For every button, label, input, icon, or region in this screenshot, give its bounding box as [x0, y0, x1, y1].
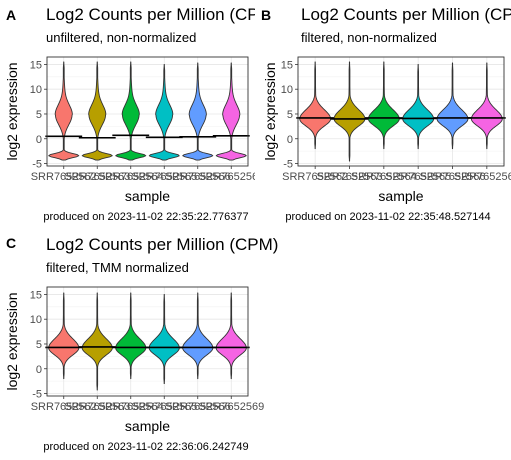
y-axis-label: log2 expression — [4, 62, 20, 160]
violin-SRR7652562 — [299, 61, 332, 150]
plot-caption: produced on 2023-11-02 22:35:48.527144 — [285, 211, 490, 223]
x-tick-label-SRR7652562: SRR7652562 — [31, 171, 97, 183]
violin-SRR7652565 — [402, 63, 435, 150]
y-tick-label: 15 — [30, 289, 42, 301]
x-tick-label-SRR7652563: SRR7652563 — [64, 401, 130, 413]
y-tick-label: -5 — [32, 389, 42, 401]
chart-subtitle: unfiltered, non-normalized — [46, 30, 196, 45]
x-tick-label-SRR7652565: SRR7652565 — [131, 171, 197, 183]
x-tick-label-SRR7652566: SRR7652566 — [165, 401, 231, 413]
x-tick-label-SRR7652564: SRR7652564 — [98, 401, 164, 413]
y-tick-label: 10 — [30, 84, 42, 96]
x-axis-label: sample — [125, 188, 170, 204]
x-tick-label-SRR7652565: SRR7652565 — [385, 171, 451, 183]
y-tick-label: 15 — [281, 59, 293, 71]
chart-title: Log2 Counts per Million (CPM) — [301, 5, 511, 24]
plot-border — [297, 56, 505, 167]
violin-SRR7652564 — [115, 292, 147, 380]
chart-subtitle: filtered, TMM normalized — [46, 260, 189, 275]
violin-SRR7652562 — [48, 61, 80, 161]
x-tick-label-SRR7652563: SRR7652563 — [64, 171, 130, 183]
panel-tag: B — [261, 7, 271, 23]
y-tick-label: 0 — [287, 134, 293, 146]
x-tick-label-SRR7652566: SRR7652566 — [165, 171, 231, 183]
y-tick-label: 10 — [281, 84, 293, 96]
y-tick-label: -5 — [283, 159, 293, 171]
y-axis-label: log2 expression — [262, 62, 278, 160]
violin-SRR7652564 — [115, 61, 147, 161]
violin-SRR7652562 — [48, 292, 80, 380]
chart-subtitle: filtered, non-normalized — [301, 30, 437, 45]
x-tick-label-SRR7652566: SRR7652566 — [419, 171, 485, 183]
plot-border — [46, 286, 249, 397]
violin-SRR7652566 — [182, 62, 214, 161]
violin-SRR7652566 — [436, 62, 469, 150]
panel-A: A Log2 Counts per Million (CPM) unfiltered… — [4, 5, 278, 223]
panel-tag: C — [6, 235, 16, 251]
plot-border — [46, 56, 249, 167]
y-tick-label: 10 — [30, 314, 42, 326]
plot-caption: produced on 2023-11-02 22:36:06.242749 — [43, 441, 248, 453]
violin-SRR7652565 — [148, 293, 180, 385]
y-tick-label: 0 — [36, 134, 42, 146]
y-tick-label: 5 — [287, 109, 293, 121]
panel-tag: A — [6, 7, 16, 23]
x-tick-label-SRR7652562: SRR7652562 — [31, 401, 97, 413]
plot-area — [47, 287, 248, 396]
x-tick-label-SRR7652569: SRR7652569 — [198, 171, 264, 183]
violin-SRR7652565 — [148, 63, 180, 161]
y-tick-label: 5 — [36, 339, 42, 351]
panel-B: B Log2 Counts per Million (CPM) filtered, … — [261, 5, 511, 223]
violin-SRR7652564 — [367, 61, 400, 150]
y-tick-label: 15 — [30, 59, 42, 71]
panel-C: C Log2 Counts per Million (CPM) filtered, … — [4, 235, 278, 453]
violin-SRR7652563 — [81, 292, 113, 391]
violin-SRR7652569 — [215, 292, 247, 380]
y-tick-label: -5 — [32, 159, 42, 171]
violin-SRR7652569 — [470, 62, 503, 150]
chart-title: Log2 Counts per Million (CPM) — [46, 235, 278, 254]
x-axis-label: sample — [125, 418, 170, 434]
violin-SRR7652563 — [333, 61, 366, 162]
y-tick-label: 0 — [36, 364, 42, 376]
plot-area — [47, 57, 248, 166]
x-tick-label-SRR7652563: SRR7652563 — [316, 171, 382, 183]
x-tick-label-SRR7652569: SRR7652569 — [454, 171, 511, 183]
x-tick-label-SRR7652564: SRR7652564 — [98, 171, 164, 183]
x-tick-label-SRR7652569: SRR7652569 — [198, 401, 264, 413]
violin-SRR7652563 — [81, 61, 113, 161]
y-axis-label: log2 expression — [4, 292, 20, 390]
violin-SRR7652569 — [215, 62, 247, 161]
x-tick-label-SRR7652564: SRR7652564 — [351, 171, 417, 183]
x-tick-label-SRR7652562: SRR7652562 — [282, 171, 348, 183]
chart-title: Log2 Counts per Million (CPM) — [46, 5, 278, 24]
violin-SRR7652566 — [182, 292, 214, 380]
x-tick-label-SRR7652565: SRR7652565 — [131, 401, 197, 413]
x-axis-label: sample — [378, 188, 423, 204]
plot-caption: produced on 2023-11-02 22:35:22.776377 — [43, 211, 248, 223]
plot-area — [298, 57, 504, 166]
y-tick-label: 5 — [36, 109, 42, 121]
